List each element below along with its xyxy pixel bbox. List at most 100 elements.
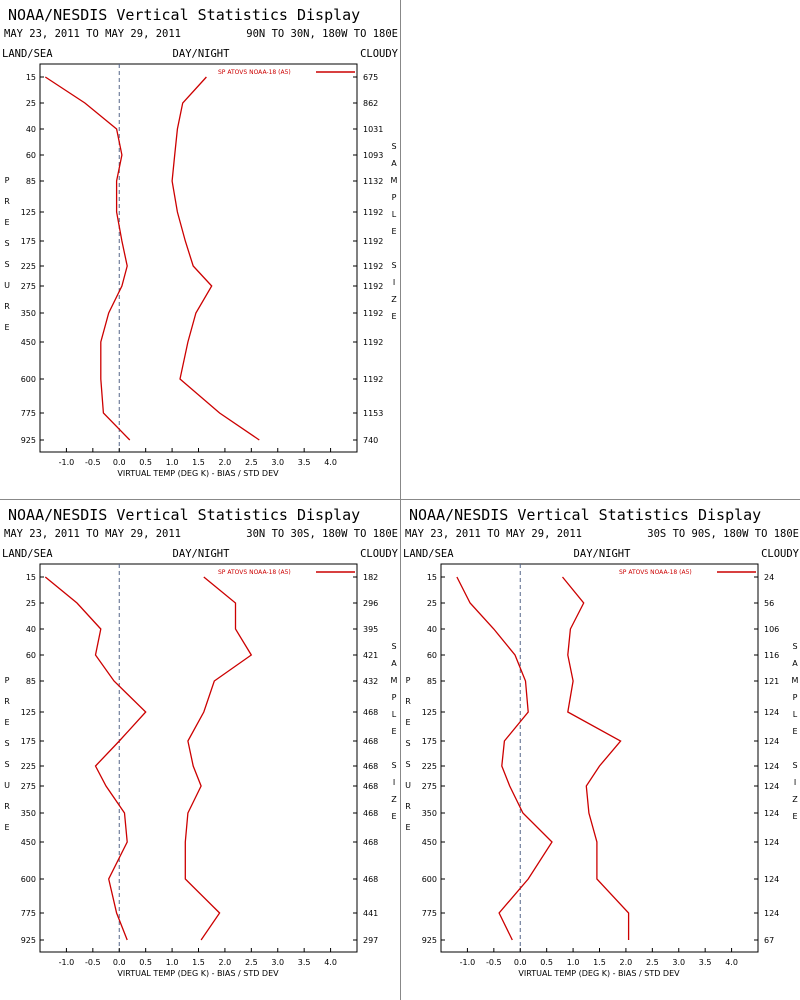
- sample-size-label: 1192: [363, 338, 383, 347]
- pressure-tick-label: 85: [427, 677, 437, 686]
- chart-panel-30n-30s: NOAA/NESDIS Vertical Statistics Display M…: [0, 500, 400, 1000]
- chart-svg: NOAA/NESDIS Vertical Statistics Display M…: [2, 6, 399, 478]
- x-tick-label: -1.0: [59, 458, 75, 467]
- sample-size-label: 24: [764, 573, 774, 582]
- x-tick-label: -1.0: [59, 958, 75, 967]
- pressure-tick-label: 775: [21, 909, 36, 918]
- land-sea-label: LAND/SEA: [2, 548, 53, 560]
- day-night-label: DAY/NIGHT: [574, 548, 632, 560]
- sample-size-label: 297: [363, 936, 378, 945]
- sample-size-label: 468: [363, 875, 378, 884]
- chart-title: NOAA/NESDIS Vertical Statistics Display: [8, 506, 360, 524]
- sample-size-label: 421: [363, 651, 378, 660]
- sample-size-label: 121: [764, 677, 779, 686]
- bias-line: [456, 576, 553, 941]
- bias-line: [44, 76, 131, 441]
- sample-size-label: 1192: [363, 237, 383, 246]
- date-range: MAY 23, 2011 TO MAY 29, 2011: [4, 528, 181, 540]
- sample-size-label: 1192: [363, 208, 383, 217]
- pressure-tick-label: 350: [21, 309, 36, 318]
- pressure-tick-label: 275: [422, 782, 437, 791]
- x-tick-label: 0.5: [540, 958, 553, 967]
- sample-size-label: 468: [363, 708, 378, 717]
- sample-size-label: 106: [764, 625, 779, 634]
- x-tick-label: 3.5: [298, 458, 311, 467]
- cloudy-label: CLOUDY: [360, 548, 399, 560]
- horizontal-divider: [0, 499, 800, 500]
- pressure-tick-label: 225: [422, 762, 437, 771]
- x-tick-label: 0.0: [514, 958, 527, 967]
- cloudy-label: CLOUDY: [761, 548, 800, 560]
- x-tick-label: 3.5: [699, 958, 712, 967]
- pressure-tick-label: 775: [422, 909, 437, 918]
- vertical-divider: [400, 0, 401, 1000]
- pressure-tick-label: 125: [21, 208, 36, 217]
- pressure-tick-label: 60: [26, 151, 36, 160]
- cloudy-label: CLOUDY: [360, 48, 399, 60]
- day-night-label: DAY/NIGHT: [173, 548, 231, 560]
- pressure-tick-label: 225: [21, 762, 36, 771]
- pressure-tick-label: 925: [422, 936, 437, 945]
- pressure-tick-label: 175: [21, 737, 36, 746]
- pressure-tick-label: 925: [21, 936, 36, 945]
- pressure-tick-label: 350: [21, 809, 36, 818]
- x-tick-label: 1.5: [192, 958, 205, 967]
- sample-size-label: 740: [363, 436, 378, 445]
- x-tick-label: 2.0: [219, 458, 232, 467]
- sample-size-label: 395: [363, 625, 378, 634]
- chart-panel-90n-30n: NOAA/NESDIS Vertical Statistics Display M…: [0, 0, 400, 500]
- x-tick-label: 2.0: [219, 958, 232, 967]
- region-label: 30S TO 90S, 180W TO 180E: [647, 528, 799, 540]
- pressure-tick-label: 225: [21, 262, 36, 271]
- pressure-tick-label: 125: [21, 708, 36, 717]
- legend-text: SP ATOVS NOAA-18 (A5): [218, 569, 291, 576]
- x-axis-label: VIRTUAL TEMP (DEG K) - BIAS / STD DEV: [117, 469, 279, 478]
- pressure-tick-label: 60: [26, 651, 36, 660]
- sample-size-label: 124: [764, 809, 779, 818]
- sample-size-label: 124: [764, 838, 779, 847]
- std-dev-line: [171, 76, 260, 441]
- plot-frame: [39, 63, 358, 453]
- sample-size-label: 468: [363, 762, 378, 771]
- legend-text: SP ATOVS NOAA-18 (A5): [218, 69, 291, 76]
- x-tick-label: 1.5: [192, 458, 205, 467]
- sample-size-label: 862: [363, 99, 378, 108]
- pressure-tick-label: 15: [26, 573, 36, 582]
- pressure-tick-label: 85: [26, 677, 36, 686]
- pressure-tick-label: 40: [26, 125, 36, 134]
- x-tick-label: 2.0: [620, 958, 633, 967]
- chart-title: NOAA/NESDIS Vertical Statistics Display: [409, 506, 761, 524]
- x-tick-label: 3.0: [672, 958, 685, 967]
- sample-size-label: 124: [764, 737, 779, 746]
- plot-frame: [440, 563, 759, 953]
- x-tick-label: 0.0: [113, 958, 126, 967]
- std-dev-line: [561, 576, 630, 940]
- x-tick-label: 3.0: [271, 458, 284, 467]
- pressure-tick-label: 60: [427, 651, 437, 660]
- sample-size-label: 124: [764, 909, 779, 918]
- x-tick-label: -0.5: [486, 958, 502, 967]
- x-tick-label: 1.0: [567, 958, 580, 967]
- pressure-tick-label: 25: [26, 99, 36, 108]
- region-label: 30N TO 30S, 180W TO 180E: [246, 528, 398, 540]
- sample-size-label: 1153: [363, 409, 383, 418]
- x-tick-label: -0.5: [85, 458, 101, 467]
- sample-size-label: 124: [764, 708, 779, 717]
- day-night-label: DAY/NIGHT: [173, 48, 231, 60]
- x-tick-label: 0.5: [139, 958, 152, 967]
- pressure-tick-label: 25: [427, 599, 437, 608]
- pressure-tick-label: 15: [26, 73, 36, 82]
- pressure-tick-label: 925: [21, 436, 36, 445]
- sample-size-label: 441: [363, 909, 378, 918]
- sample-size-label: 67: [764, 936, 774, 945]
- x-tick-label: 1.5: [593, 958, 606, 967]
- region-label: 90N TO 30N, 180W TO 180E: [246, 28, 398, 40]
- pressure-tick-label: 775: [21, 409, 36, 418]
- x-tick-label: 4.0: [324, 958, 337, 967]
- pressure-tick-label: 600: [21, 875, 36, 884]
- pressure-tick-label: 450: [422, 838, 437, 847]
- x-tick-label: 2.5: [245, 458, 258, 467]
- x-tick-label: 3.5: [298, 958, 311, 967]
- x-tick-label: 3.0: [271, 958, 284, 967]
